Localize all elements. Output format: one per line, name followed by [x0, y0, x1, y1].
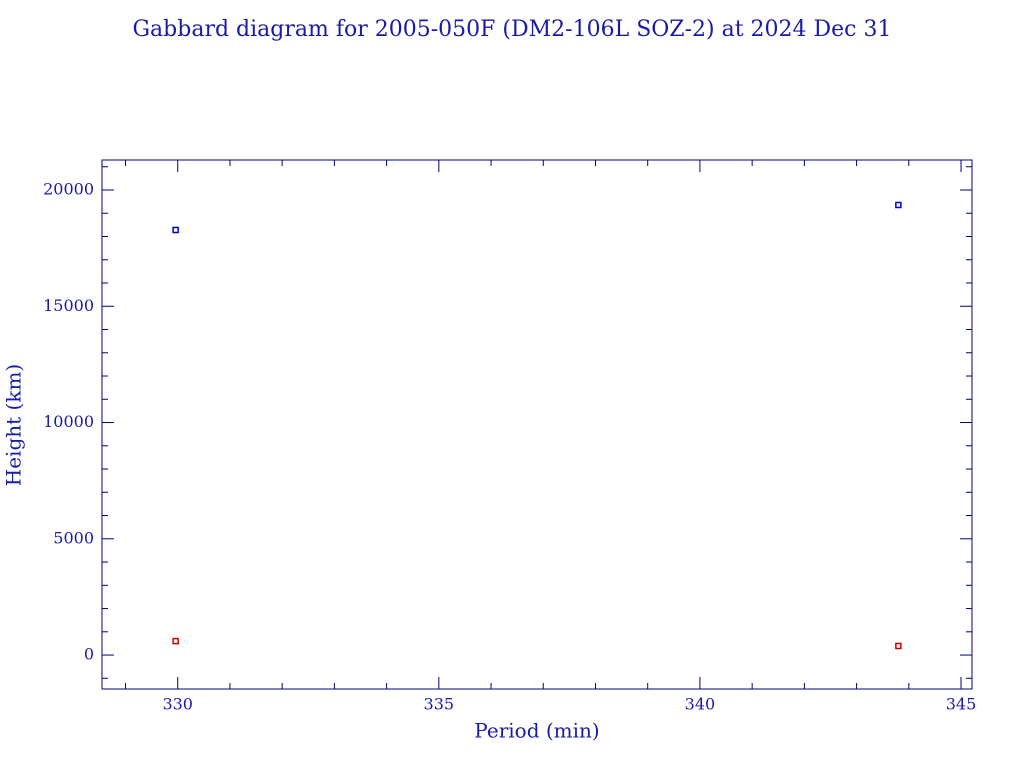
x-tick-label: 345 [946, 695, 977, 714]
y-axis-label: Height (km) [2, 364, 26, 486]
x-tick-label: 330 [162, 695, 193, 714]
x-tick-label: 340 [685, 695, 716, 714]
y-tick-label: 0 [84, 645, 94, 664]
chart-title: Gabbard diagram for 2005-050F (DM2-106L … [132, 17, 891, 42]
point [895, 201, 902, 209]
y-tick-label: 20000 [43, 179, 94, 198]
point [895, 642, 902, 650]
point [172, 637, 179, 645]
x-axis-label: Period (min) [474, 719, 599, 743]
y-tick-label: 5000 [53, 528, 94, 547]
y-tick-label: 10000 [43, 412, 94, 431]
x-tick-label: 335 [424, 695, 455, 714]
point [172, 226, 179, 234]
plot-frame [101, 159, 973, 690]
y-tick-label: 15000 [43, 296, 94, 315]
